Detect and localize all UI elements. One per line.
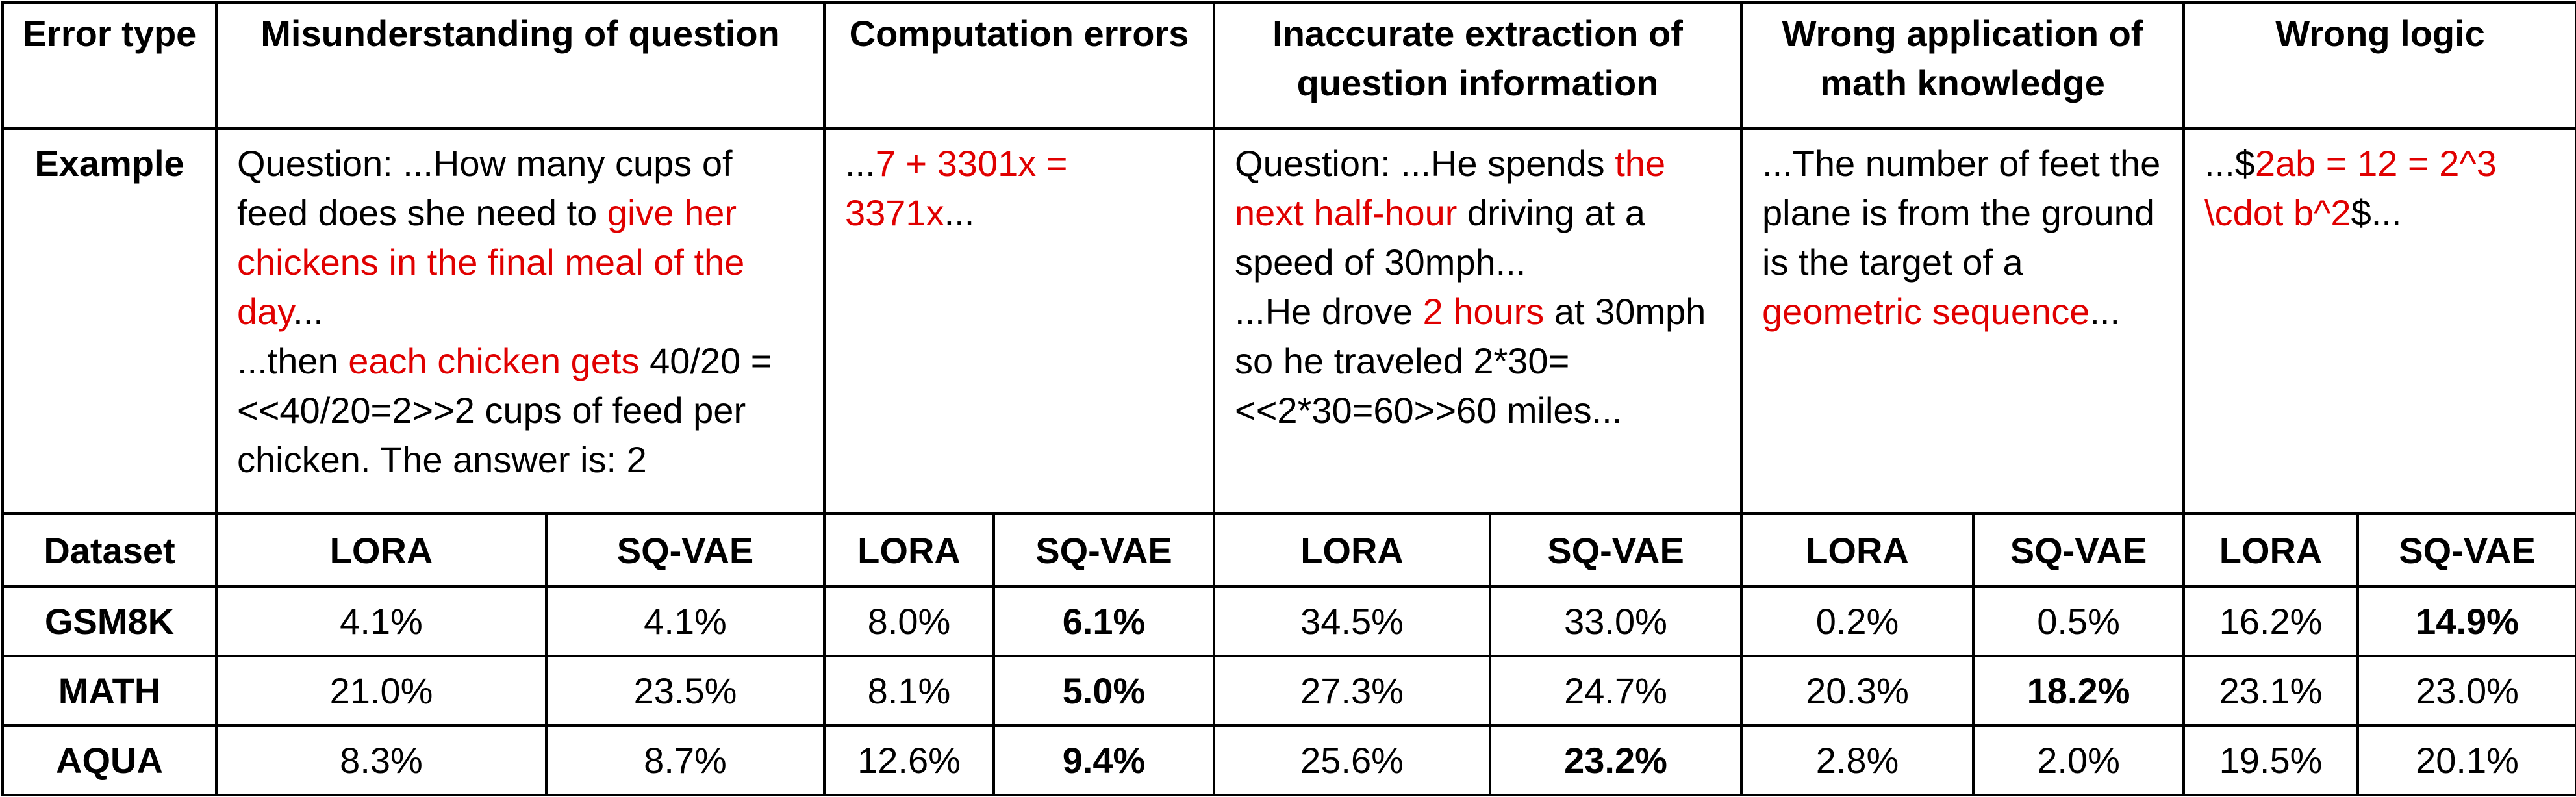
cell: MATH — [1, 655, 218, 727]
cell: 16.2% — [2182, 585, 2360, 657]
cell: 8.0% — [823, 585, 995, 657]
cell: GSM8K — [1, 585, 218, 657]
text: at 30mph so he traveled 2*30=<<2*30=60>>… — [1235, 291, 1706, 431]
header-cell: Misunderstanding of question — [215, 1, 826, 130]
cell: 19.5% — [2182, 724, 2360, 796]
header-cell: Computation errors — [822, 1, 1216, 130]
cell: 20.1% — [2356, 724, 2576, 796]
cell: 8.3% — [215, 724, 548, 796]
highlight: 7 + 3301x = 3371x — [845, 143, 1068, 233]
example-row: Example Question: ...How many cups of fe… — [1, 127, 2576, 515]
highlight: geometric sequence — [1762, 291, 2090, 332]
cell: 24.7% — [1489, 655, 1743, 727]
cell: 2.8% — [1740, 724, 1975, 796]
example-cell: Question: ...He spends the next half-hou… — [1213, 127, 1743, 515]
cell: 23.5% — [545, 655, 826, 727]
text: ...then — [237, 340, 349, 381]
example-cell: ...7 + 3301x = 3371x... — [822, 127, 1216, 515]
cell: Dataset — [1, 512, 218, 588]
example-cell: ...The number of feet the plane is from … — [1740, 127, 2186, 515]
data-row: GSM8K 4.1% 4.1% 8.0% 6.1% 34.5% 33.0% 0.2% 0.5% 1… — [1, 585, 2576, 657]
data-row: AQUA 8.3% 8.7% 12.6% 9.4% 25.6% 23.2% 2.8% 2.0% 1… — [1, 724, 2576, 796]
cell: 20.3% — [1740, 655, 1975, 727]
cell: SQ-VAE — [545, 512, 826, 588]
cell: 33.0% — [1489, 585, 1743, 657]
header-cell: Error type — [1, 1, 218, 130]
header-row: Error type Misunderstanding of question … — [1, 1, 2576, 130]
highlight: 2 hours — [1422, 291, 1545, 332]
cell: LORA — [1213, 512, 1492, 588]
text: ... — [845, 143, 876, 184]
text: ... — [944, 192, 975, 233]
cell: LORA — [2182, 512, 2360, 588]
header-cell: Wrong logic — [2182, 1, 2576, 130]
cell: 27.3% — [1213, 655, 1492, 727]
cell: 23.2% — [1489, 724, 1743, 796]
cell: 0.2% — [1740, 585, 1975, 657]
cell: 8.1% — [823, 655, 995, 727]
cell: 0.5% — [1972, 585, 2186, 657]
header-cell: Wrong application of math knowledge — [1740, 1, 2186, 130]
cell: 25.6% — [1213, 724, 1492, 796]
highlight: 2ab = 12 = 2^3 \cdot b^2 — [2204, 143, 2497, 233]
cell: AQUA — [1, 724, 218, 796]
highlight: each chicken gets — [348, 340, 640, 381]
text: $... — [2351, 192, 2402, 233]
cell: 4.1% — [215, 585, 548, 657]
cell: 9.4% — [992, 724, 1216, 796]
cell: 6.1% — [992, 585, 1216, 657]
text: ...He drove — [1235, 291, 1423, 332]
text: driving at a speed of 30mph... — [1235, 192, 1645, 283]
cell: 12.6% — [823, 724, 995, 796]
cell: 23.1% — [2182, 655, 2360, 727]
cell: LORA — [823, 512, 995, 588]
text: ... — [2090, 291, 2121, 332]
cell: 34.5% — [1213, 585, 1492, 657]
cell: 23.0% — [2356, 655, 2576, 727]
subheader-row: Dataset LORA SQ-VAE LORA SQ-VAE LORA SQ-VAE LOR… — [1, 512, 2576, 588]
header-cell: Inaccurate extraction of question inform… — [1213, 1, 1743, 130]
highlight: the next half-hour — [1235, 143, 1666, 233]
cell: 18.2% — [1972, 655, 2186, 727]
row-label: Example — [1, 127, 218, 515]
cell: SQ-VAE — [2356, 512, 2576, 588]
cell: SQ-VAE — [1972, 512, 2186, 588]
text: ...$ — [2204, 143, 2255, 184]
cell: LORA — [1740, 512, 1975, 588]
cell: 14.9% — [2356, 585, 2576, 657]
cell: SQ-VAE — [1489, 512, 1743, 588]
example-cell: Question: ...How many cups of feed does … — [215, 127, 826, 515]
example-cell: ...$2ab = 12 = 2^3 \cdot b^2$... — [2182, 127, 2576, 515]
cell: 21.0% — [215, 655, 548, 727]
cell: 4.1% — [545, 585, 826, 657]
highlight: give her chickens in the final meal of t… — [237, 192, 745, 332]
cell: 5.0% — [992, 655, 1216, 727]
text: Question: ...He spends — [1235, 143, 1615, 184]
cell: 2.0% — [1972, 724, 2186, 796]
cell: SQ-VAE — [992, 512, 1216, 588]
cell: 8.7% — [545, 724, 826, 796]
text: ... — [293, 291, 323, 332]
text: 40/20 = <<40/20=2>>2 cups of feed per ch… — [237, 340, 772, 480]
text: Question: ...How many cups of feed does … — [237, 143, 733, 233]
data-row: MATH 21.0% 23.5% 8.1% 5.0% 27.3% 24.7% 20.3% 18.… — [1, 655, 2576, 727]
cell: LORA — [215, 512, 548, 588]
text: ...The number of feet the plane is from … — [1762, 143, 2161, 283]
